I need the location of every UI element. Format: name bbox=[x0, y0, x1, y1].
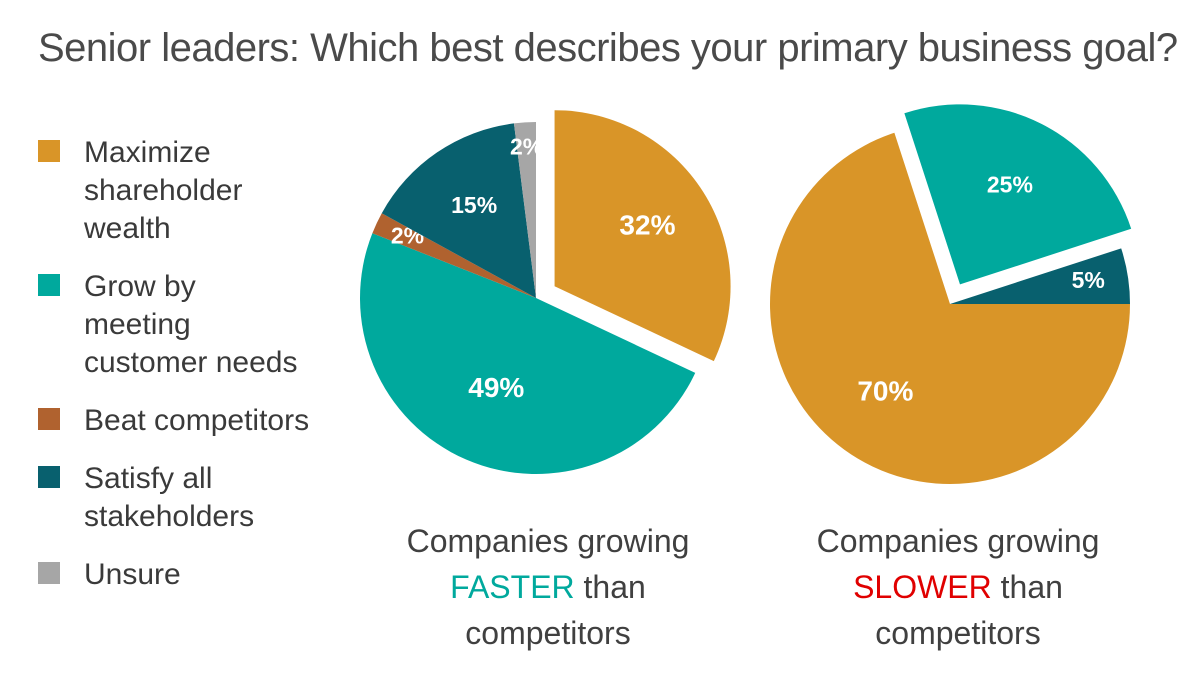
pie-label-grow-by-meeting-customer-needs: 49% bbox=[468, 372, 524, 403]
caption-faster: Companies growing FASTER than competitor… bbox=[368, 518, 728, 656]
legend-item-satisfy: Satisfy all stakeholders bbox=[38, 460, 368, 536]
pie-label-maximize-shareholder-wealth: 70% bbox=[857, 375, 913, 406]
pie-slice-beat-competitors bbox=[372, 213, 536, 298]
legend-label-unsure: Unsure bbox=[84, 558, 181, 591]
pie-label-maximize-shareholder-wealth: 32% bbox=[619, 210, 675, 241]
chart-title: Senior leaders: Which best describes you… bbox=[38, 26, 1178, 70]
pie-slice-satisfy-all-stakeholders bbox=[950, 248, 1130, 304]
caption-slower-line1: Companies growing bbox=[816, 523, 1100, 559]
pie-label-satisfy-all-stakeholders: 5% bbox=[1072, 267, 1105, 293]
pie-slice-grow-by-meeting-customer-needs bbox=[904, 104, 1132, 285]
pie-chart-faster: 32%49%2%15%2% bbox=[359, 110, 731, 475]
caption-faster-line3: competitors bbox=[465, 615, 631, 651]
legend: Maximize shareholder wealth Grow by meet… bbox=[38, 134, 368, 614]
legend-item-maximize: Maximize shareholder wealth bbox=[38, 134, 368, 248]
caption-slower-line3: competitors bbox=[875, 615, 1041, 651]
caption-faster-rest: than bbox=[574, 569, 646, 605]
legend-item-grow: Grow by meeting customer needs bbox=[38, 268, 368, 382]
legend-label-grow: Grow by meeting customer needs bbox=[84, 270, 298, 379]
pie-label-grow-by-meeting-customer-needs: 25% bbox=[987, 171, 1033, 197]
caption-faster-line1: Companies growing bbox=[406, 523, 690, 559]
legend-swatch-grow bbox=[38, 274, 60, 296]
caption-slower-rest: than bbox=[991, 569, 1063, 605]
caption-slower-line2: SLOWER than bbox=[778, 564, 1138, 610]
pie-label-satisfy-all-stakeholders: 15% bbox=[451, 192, 497, 218]
caption-slower: Companies growing SLOWER than competitor… bbox=[778, 518, 1138, 656]
caption-faster-accent: FASTER bbox=[450, 569, 575, 605]
legend-label-beat: Beat competitors bbox=[84, 404, 310, 437]
pie-label-unsure: 2% bbox=[510, 133, 543, 159]
pie-chart-slower: 70% 25% 5% bbox=[770, 104, 1132, 485]
legend-item-beat: Beat competitors bbox=[38, 402, 368, 440]
legend-item-unsure: Unsure bbox=[38, 556, 368, 594]
caption-faster-line2: FASTER than bbox=[368, 564, 728, 610]
legend-swatch-beat bbox=[38, 408, 60, 430]
legend-swatch-unsure bbox=[38, 562, 60, 584]
legend-label-satisfy: Satisfy all stakeholders bbox=[84, 462, 255, 533]
legend-swatch-satisfy bbox=[38, 466, 60, 488]
pie-slice-maximize-shareholder-wealth bbox=[770, 132, 1130, 485]
pie-slice-grow-by-meeting-customer-needs bbox=[359, 233, 696, 475]
legend-label-maximize: Maximize shareholder wealth bbox=[84, 136, 243, 245]
pie-slice-satisfy-all-stakeholders bbox=[381, 123, 536, 298]
pie-slice-unsure bbox=[513, 122, 536, 298]
caption-slower-accent: SLOWER bbox=[853, 569, 992, 605]
legend-swatch-maximize bbox=[38, 140, 60, 162]
pie-slice-maximize-shareholder-wealth bbox=[554, 110, 731, 362]
